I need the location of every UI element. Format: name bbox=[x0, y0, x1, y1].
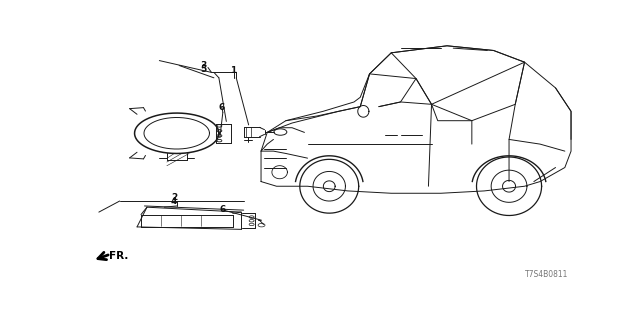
Text: T7S4B0811: T7S4B0811 bbox=[525, 270, 568, 279]
Text: 1: 1 bbox=[230, 66, 236, 75]
Text: 3: 3 bbox=[200, 61, 206, 70]
Text: 6: 6 bbox=[218, 103, 225, 112]
Text: 2: 2 bbox=[171, 193, 177, 202]
Text: FR.: FR. bbox=[109, 251, 128, 261]
Text: 4: 4 bbox=[171, 196, 177, 205]
Text: 6: 6 bbox=[220, 205, 225, 214]
Text: 5: 5 bbox=[200, 65, 206, 75]
